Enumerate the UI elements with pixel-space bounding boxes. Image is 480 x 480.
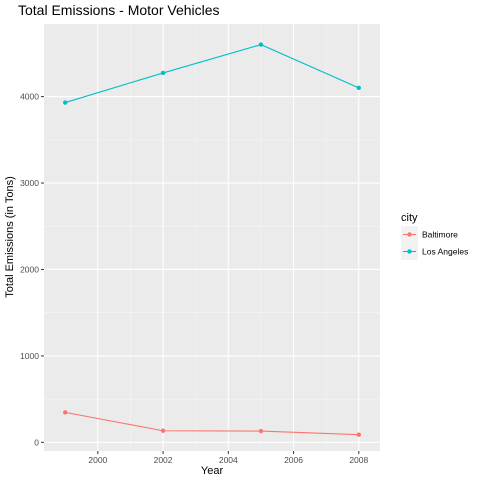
legend: city Baltimore Los Angeles [401,212,468,260]
x-axis: 2000 2002 2004 2006 2008 [88,451,369,465]
y-tick-label: 0 [34,437,39,447]
series-line-los-angeles [65,44,360,104]
x-tick-label: 2002 [154,455,173,465]
legend-key-point-los-angeles [407,249,412,254]
data-point-baltimore [356,432,361,437]
x-tick-label: 2008 [349,455,368,465]
major-gridlines [44,24,380,451]
y-tick-label: 1000 [20,351,39,361]
x-tick-label: 2004 [219,455,238,465]
data-point-baltimore [63,410,68,415]
data-point-los-angeles [160,70,166,76]
legend-title: city [401,212,418,224]
legend-key-point-baltimore [407,232,412,237]
data-point-baltimore [160,428,166,433]
data-point-los-angeles [356,85,361,91]
data-point-los-angeles [63,100,68,105]
plot-panel [44,24,380,451]
legend-label-baltimore: Baltimore [422,230,458,240]
y-tick-label: 3000 [20,178,39,188]
y-tick-label: 4000 [20,92,39,102]
x-tick-label: 2000 [88,455,107,465]
series-layer [63,42,361,437]
x-tick-label: 2006 [284,455,303,465]
y-axis-title: Total Emissions (in Tons) [4,176,16,297]
legend-label-los-angeles: Los Angeles [422,247,468,257]
data-point-los-angeles [258,42,264,47]
y-axis: 0 1000 2000 3000 4000 [20,92,44,447]
y-tick-label: 2000 [20,264,39,274]
data-point-baltimore [258,428,264,434]
minor-gridlines [44,24,380,451]
x-axis-title: Year [201,465,224,477]
chart-title: Total Emissions - Motor Vehicles [18,2,220,18]
series-line-baltimore [65,411,359,436]
